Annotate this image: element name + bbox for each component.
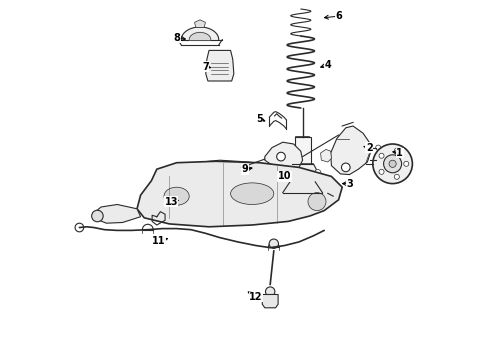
Polygon shape [320,149,331,162]
Circle shape [266,287,275,296]
Circle shape [389,160,396,167]
Polygon shape [94,204,141,223]
Circle shape [404,161,409,166]
Circle shape [394,174,399,179]
Text: 10: 10 [278,171,292,181]
Polygon shape [189,32,211,40]
Polygon shape [331,126,370,175]
Circle shape [177,166,190,179]
Text: 11: 11 [152,236,165,246]
Circle shape [315,170,321,176]
Polygon shape [265,142,303,171]
Circle shape [376,145,381,150]
Circle shape [308,193,326,211]
Text: 13: 13 [165,197,178,207]
Circle shape [384,155,402,173]
Circle shape [269,239,278,248]
Circle shape [379,153,384,158]
Circle shape [284,170,291,176]
Text: 4: 4 [324,60,331,70]
Polygon shape [288,164,317,182]
Text: 8: 8 [173,33,180,43]
Text: 3: 3 [346,179,353,189]
Circle shape [332,194,338,200]
Circle shape [379,169,384,174]
Ellipse shape [164,187,189,205]
Polygon shape [262,294,278,308]
Text: 6: 6 [335,11,342,21]
Circle shape [373,144,413,184]
Text: 1: 1 [396,148,403,158]
Circle shape [181,170,187,176]
Polygon shape [206,50,234,81]
Text: 5: 5 [256,114,263,124]
Ellipse shape [231,183,274,204]
Circle shape [277,152,285,161]
Circle shape [92,210,103,222]
Text: 12: 12 [249,292,263,302]
Text: 7: 7 [202,62,209,72]
Circle shape [323,184,333,194]
Circle shape [394,148,399,153]
Polygon shape [294,137,311,164]
Circle shape [75,223,84,232]
Text: 9: 9 [242,164,248,174]
Circle shape [376,158,381,163]
Text: 2: 2 [366,143,372,153]
Polygon shape [184,160,331,195]
Circle shape [342,163,350,172]
Polygon shape [181,27,219,40]
Polygon shape [137,161,342,227]
Polygon shape [195,20,205,27]
